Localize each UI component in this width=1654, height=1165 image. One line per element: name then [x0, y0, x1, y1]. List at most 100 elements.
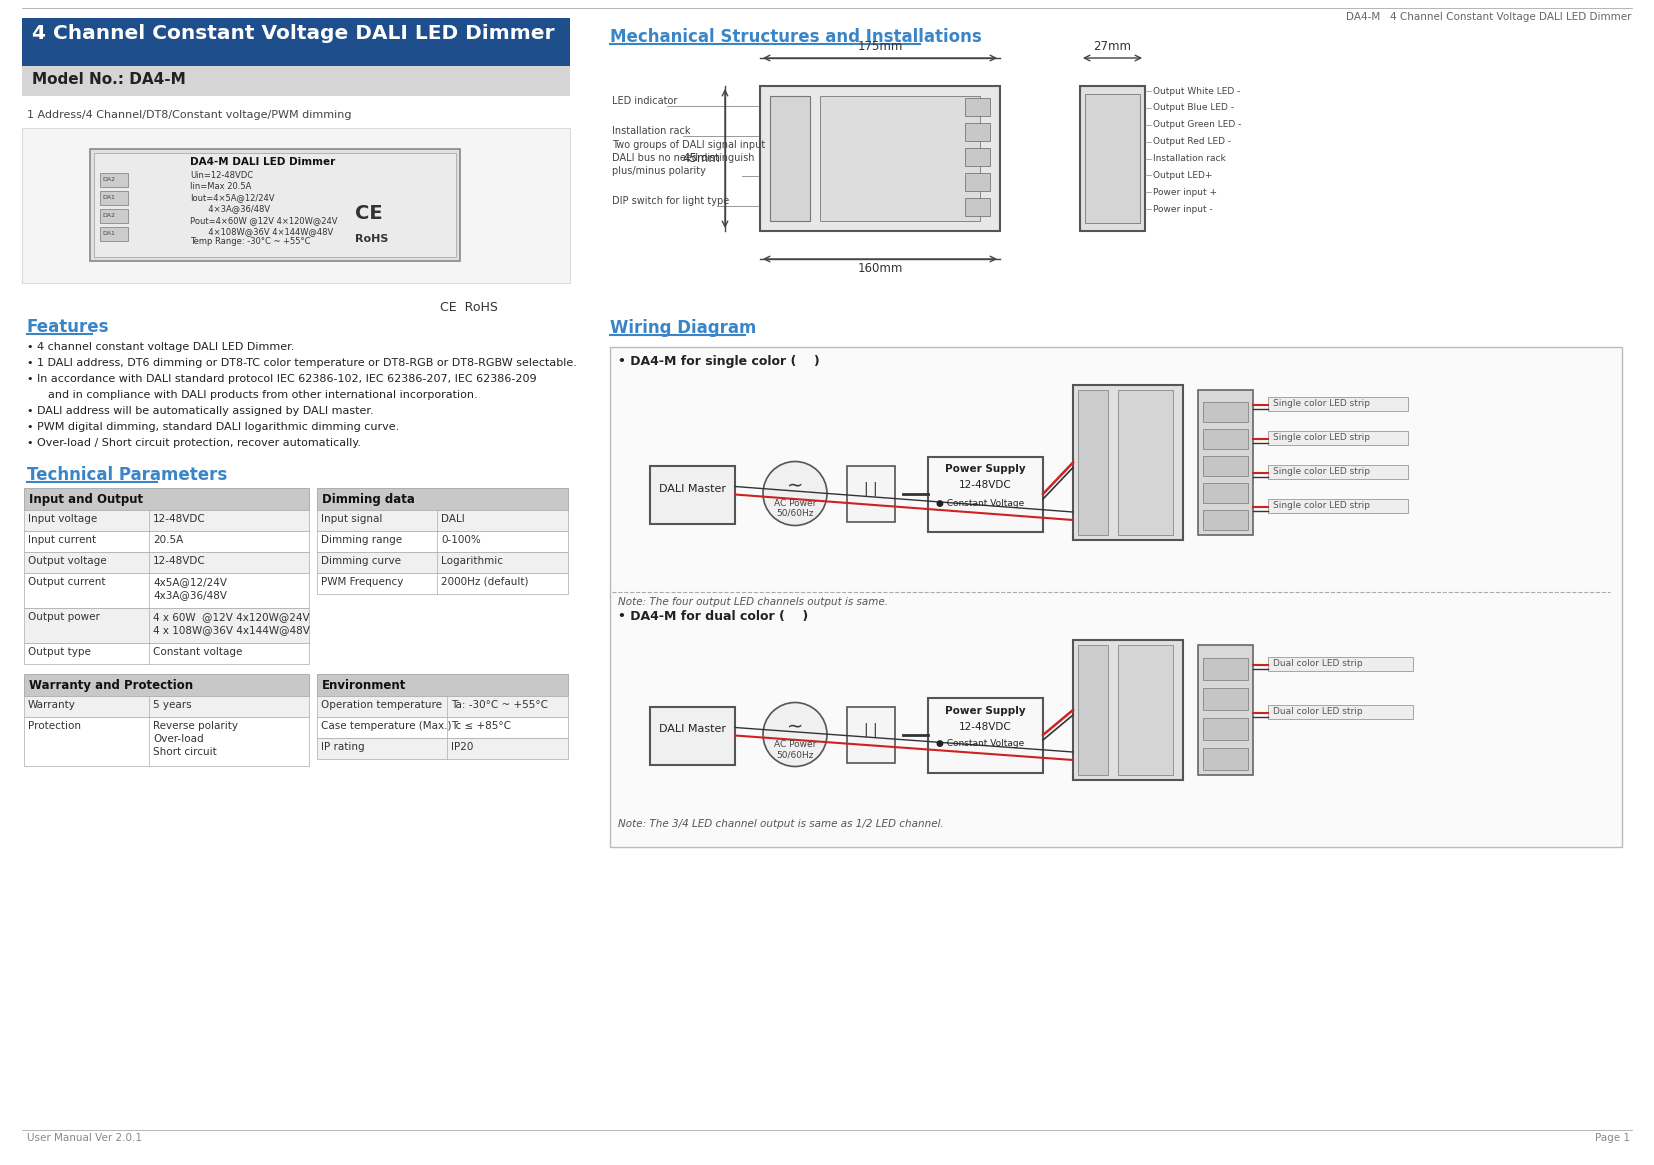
- Text: Power input -: Power input -: [1153, 205, 1212, 213]
- Text: DALI Master: DALI Master: [658, 483, 726, 494]
- Text: 45mm: 45mm: [681, 151, 719, 165]
- Text: Wiring Diagram: Wiring Diagram: [610, 319, 756, 337]
- Text: • 4 channel constant voltage DALI LED Dimmer.: • 4 channel constant voltage DALI LED Di…: [26, 343, 294, 352]
- Text: Ta: -30°C ~ +55°C: Ta: -30°C ~ +55°C: [452, 700, 547, 709]
- Text: Case temperature (Max.): Case temperature (Max.): [321, 721, 452, 730]
- Bar: [1202, 689, 1249, 709]
- Text: Single color LED strip: Single color LED strip: [1274, 433, 1370, 443]
- Bar: [99, 172, 127, 188]
- Text: Single color LED strip: Single color LED strip: [1274, 501, 1370, 510]
- Text: Dual color LED strip: Dual color LED strip: [1274, 707, 1363, 716]
- Text: Iout=4×5A@12/24V: Iout=4×5A@12/24V: [190, 193, 275, 202]
- Bar: [1269, 705, 1413, 719]
- Text: 12-48VDC: 12-48VDC: [154, 514, 205, 524]
- Text: 50/60Hz: 50/60Hz: [776, 750, 814, 760]
- Text: Iin=Max 20.5A: Iin=Max 20.5A: [190, 182, 251, 191]
- Bar: [25, 696, 309, 716]
- Bar: [1202, 429, 1249, 449]
- Bar: [1197, 390, 1254, 535]
- Text: Note: The four output LED channels output is same.: Note: The four output LED channels outpu…: [619, 596, 888, 607]
- Text: DALI bus no need distinguish: DALI bus no need distinguish: [612, 153, 754, 163]
- Text: Installation rack: Installation rack: [612, 126, 690, 136]
- Bar: [1202, 658, 1249, 680]
- Bar: [318, 696, 567, 716]
- Bar: [1202, 510, 1249, 530]
- Text: 12-48VDC: 12-48VDC: [959, 480, 1012, 490]
- Text: 27mm: 27mm: [1093, 40, 1131, 52]
- Bar: [1085, 94, 1140, 223]
- Bar: [318, 552, 567, 573]
- Text: Output power: Output power: [28, 612, 99, 622]
- Text: Power Supply: Power Supply: [944, 465, 1025, 474]
- Bar: [318, 531, 567, 552]
- Text: Output type: Output type: [28, 647, 91, 657]
- Text: 50/60Hz: 50/60Hz: [776, 509, 814, 518]
- Text: Logarithmic: Logarithmic: [442, 556, 503, 566]
- Bar: [318, 675, 567, 696]
- Text: Over-load: Over-load: [154, 734, 203, 744]
- Bar: [89, 149, 460, 261]
- Bar: [318, 573, 567, 594]
- Text: Temp Range: -30°C ~ +55°C: Temp Range: -30°C ~ +55°C: [190, 236, 311, 246]
- Text: PWM Frequency: PWM Frequency: [321, 577, 404, 587]
- Text: Tc ≤ +85°C: Tc ≤ +85°C: [452, 721, 511, 730]
- Bar: [1202, 483, 1249, 503]
- Bar: [1269, 431, 1408, 445]
- Bar: [318, 737, 567, 760]
- Text: Uin=12-48VDC: Uin=12-48VDC: [190, 171, 253, 181]
- Text: Dimming data: Dimming data: [323, 493, 415, 506]
- Bar: [1073, 640, 1183, 781]
- Text: DA1: DA1: [103, 231, 114, 236]
- Text: Power Supply: Power Supply: [944, 706, 1025, 715]
- Bar: [964, 198, 991, 216]
- Text: Dimming range: Dimming range: [321, 535, 402, 545]
- Text: Technical Parameters: Technical Parameters: [26, 466, 227, 483]
- Text: DA1: DA1: [103, 195, 114, 200]
- Text: Dual color LED strip: Dual color LED strip: [1274, 659, 1363, 669]
- Bar: [25, 531, 309, 552]
- Text: Single color LED strip: Single color LED strip: [1274, 467, 1370, 476]
- Text: CE: CE: [356, 204, 382, 223]
- Text: 4 Channel Constant Voltage DALI LED Dimmer: 4 Channel Constant Voltage DALI LED Dimm…: [31, 24, 554, 43]
- Text: 4×108W@36V 4×144W@48V: 4×108W@36V 4×144W@48V: [190, 227, 332, 236]
- Bar: [1080, 86, 1145, 231]
- Bar: [1073, 384, 1183, 541]
- Text: Output voltage: Output voltage: [28, 556, 106, 566]
- Text: Pout=4×60W @12V 4×120W@24V: Pout=4×60W @12V 4×120W@24V: [190, 216, 337, 225]
- Text: • DALI address will be automatically assigned by DALI master.: • DALI address will be automatically ass…: [26, 405, 374, 416]
- Text: 4x5A@12/24V: 4x5A@12/24V: [154, 577, 227, 587]
- Text: • DA4-M for single color (    ): • DA4-M for single color ( ): [619, 355, 820, 368]
- Bar: [1118, 645, 1173, 775]
- Text: Mechanical Structures and Installations: Mechanical Structures and Installations: [610, 28, 982, 45]
- Text: RoHS: RoHS: [356, 234, 389, 243]
- Text: Environment: Environment: [323, 679, 407, 692]
- Text: Model No.: DA4-M: Model No.: DA4-M: [31, 72, 185, 87]
- Text: Short circuit: Short circuit: [154, 747, 217, 757]
- Bar: [25, 608, 309, 643]
- Text: • 1 DALI address, DT6 dimming or DT8-TC color temperature or DT8-RGB or DT8-RGBW: • 1 DALI address, DT6 dimming or DT8-TC …: [26, 358, 577, 368]
- Text: and in compliance with DALI products from other international incorporation.: and in compliance with DALI products fro…: [26, 390, 478, 400]
- Text: Warranty and Protection: Warranty and Protection: [30, 679, 194, 692]
- Text: DA4-M DALI LED Dimmer: DA4-M DALI LED Dimmer: [190, 157, 336, 167]
- Text: 4 x 60W  @12V 4x120W@24V: 4 x 60W @12V 4x120W@24V: [154, 612, 309, 622]
- Bar: [847, 706, 895, 763]
- Bar: [318, 510, 567, 531]
- Text: CE  RoHS: CE RoHS: [440, 301, 498, 315]
- Text: Output Red LED -: Output Red LED -: [1153, 137, 1231, 146]
- Text: Two groups of DALI signal input: Two groups of DALI signal input: [612, 140, 766, 150]
- Text: 1 Address/4 Channel/DT8/Constant voltage/PWM dimming: 1 Address/4 Channel/DT8/Constant voltage…: [26, 110, 352, 120]
- Text: LED indicator: LED indicator: [612, 96, 678, 106]
- Text: Reverse polarity: Reverse polarity: [154, 721, 238, 730]
- Bar: [22, 66, 571, 96]
- Bar: [318, 716, 567, 737]
- Text: Output Green LED -: Output Green LED -: [1153, 120, 1242, 129]
- Text: Output current: Output current: [28, 577, 106, 587]
- Text: 4x3A@36/48V: 4x3A@36/48V: [154, 589, 227, 600]
- Text: 175mm: 175mm: [857, 40, 903, 52]
- Bar: [25, 552, 309, 573]
- Bar: [318, 488, 567, 510]
- Text: ∼: ∼: [787, 476, 804, 495]
- Text: Dimming curve: Dimming curve: [321, 556, 400, 566]
- Bar: [25, 488, 309, 510]
- Bar: [1078, 645, 1108, 775]
